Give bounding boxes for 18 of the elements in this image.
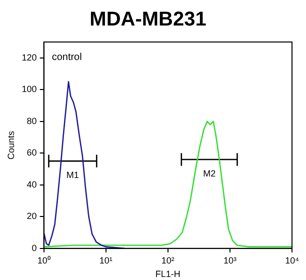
y-tick-label: 60 xyxy=(26,148,37,158)
x-tick-label: 10⁴ xyxy=(285,255,300,266)
series-label: M2 xyxy=(203,168,216,178)
y-tick-label: 0 xyxy=(32,242,37,253)
y-tick-label: 20 xyxy=(26,211,37,222)
x-tick-label: 10² xyxy=(161,255,174,266)
annotation: control xyxy=(52,52,82,63)
series-label: M1 xyxy=(66,170,79,180)
x-axis-title: FL1-H xyxy=(155,269,180,280)
y-tick-label: 40 xyxy=(26,179,37,190)
x-tick-label: 10⁰ xyxy=(37,255,50,266)
x-tick-label: 10¹ xyxy=(99,255,112,266)
y-tick-label: 100 xyxy=(22,84,37,94)
y-tick-label: 80 xyxy=(26,116,37,126)
y-tick-label: 120 xyxy=(22,52,37,62)
y-axis-title: Counts xyxy=(6,130,16,160)
x-tick-label: 10³ xyxy=(223,255,236,266)
chart-title: MDA-MB231 xyxy=(90,8,206,31)
